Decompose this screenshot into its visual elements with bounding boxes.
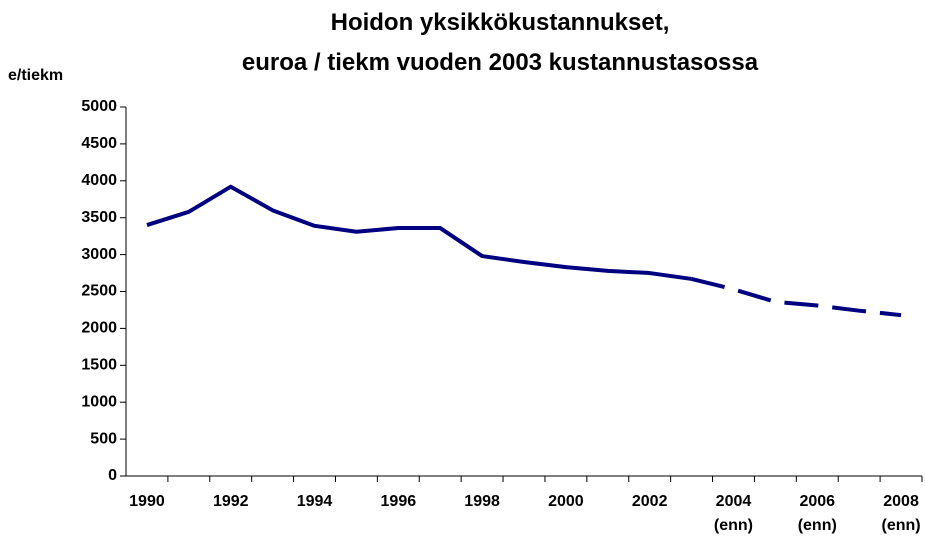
x-tick-label: 1990	[129, 493, 165, 510]
chart-title: Hoidon yksikkökustannukset,	[331, 9, 670, 36]
chart-title: euroa / tiekm vuoden 2003 kustannustasos…	[242, 49, 759, 76]
x-tick-label-line: 2008	[883, 493, 919, 510]
y-tick-label: 1000	[81, 393, 117, 410]
y-tick-label: 4000	[81, 172, 117, 189]
y-tick-label: 3000	[81, 246, 117, 263]
x-tick-label: 2006 (enn)	[798, 493, 837, 534]
x-tick-label: 2004 (enn)	[714, 493, 753, 534]
x-tick-label-line: (enn)	[714, 517, 753, 534]
x-tick-label: 1996	[381, 493, 417, 510]
y-tick-label: 2000	[81, 320, 117, 337]
x-tick-label: 2008 (enn)	[881, 493, 920, 534]
line	[691, 277, 902, 318]
y-tick-label: 2500	[81, 283, 117, 300]
x-tick-label: 1992	[213, 493, 249, 510]
y-tick-label: 5000	[81, 98, 117, 115]
line	[146, 184, 692, 281]
x-tick-label: 2000	[548, 493, 584, 510]
x-tick-label-line: (enn)	[798, 517, 837, 534]
x-tick-label-line: 2006	[799, 493, 835, 510]
x-tick-label: 1994	[297, 493, 333, 510]
x-tick-label: 2002	[632, 493, 668, 510]
y-axis-label: e/tiekm	[8, 67, 63, 84]
x-tick-label-line: 2004	[716, 493, 752, 510]
x-tick-label-line: (enn)	[881, 517, 920, 534]
y-tick-label: 500	[90, 430, 117, 447]
y-tick-label: 1500	[81, 357, 117, 374]
x-tick-label: 1998	[464, 493, 500, 510]
y-tick-label: 0	[108, 467, 117, 484]
y-tick-label: 3500	[81, 209, 117, 226]
y-tick-label: 4500	[81, 135, 117, 152]
